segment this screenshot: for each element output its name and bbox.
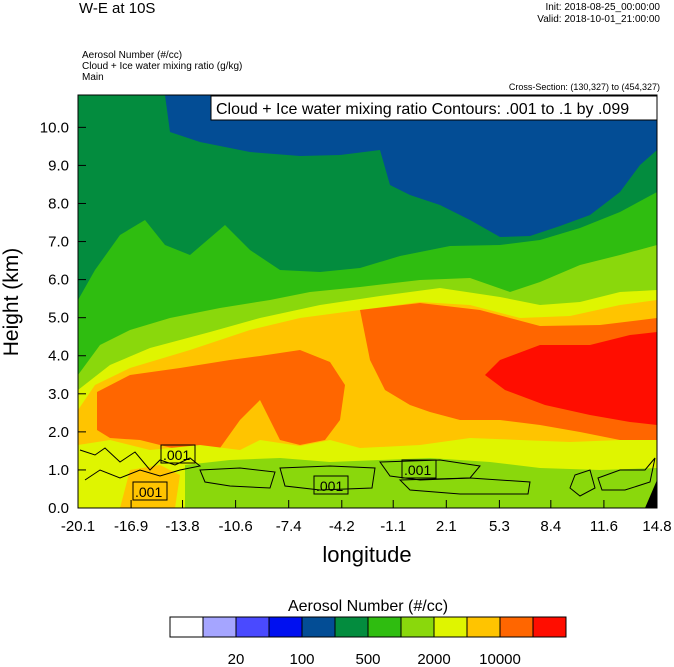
colorbar-swatch [499,616,534,638]
colorbar-swatch [301,616,336,638]
x-tick-label: 2.1 [436,518,457,535]
fill-dark-orange-left [97,350,345,450]
colorbar-swatch [400,616,435,638]
y-axis-label: Height (km) [0,248,23,357]
x-tick-label: -16.9 [114,518,148,535]
colorbar: 20 100 500 2000 10000 [169,616,567,667]
colorbar-label: 10000 [479,651,521,667]
colorbar-swatch [532,616,567,638]
colorbar-label: 500 [355,651,380,667]
fill-corner-black [645,480,657,508]
y-tick-label: 8.0 [48,195,69,212]
fill-lower-orange [120,465,180,508]
y-tick-label: 10.0 [40,119,69,136]
cloud-contours [79,447,656,497]
contour-labels: .001 .001 .001 .001 [132,444,437,501]
x-tick-label: -13.8 [165,518,199,535]
x-tick-label: 5.3 [489,518,510,535]
field-label-cloud: Cloud + Ice water mixing ratio (g/kg) [82,61,243,72]
field-label-aerosol: Aerosol Number (#/cc) [82,50,183,61]
contour-line [79,447,202,481]
fill-red [485,332,657,425]
plot-frame [77,94,658,509]
contour-line [199,467,276,489]
x-tick-label: -20.1 [61,518,95,535]
colorbar-label: 100 [289,651,314,667]
x-tick-label: 8.4 [540,518,561,535]
contour-label: .001 [316,478,343,494]
colorbar-label: 20 [228,651,245,667]
y-tick-label: 2.0 [48,424,69,441]
y-tick-label: 4.0 [48,348,69,365]
contour-line [398,477,531,495]
colorbar-title: Aerosol Number (#/cc) [288,598,448,615]
y-tick-label: 7.0 [48,234,69,251]
colorbar-swatch [334,616,369,638]
contour-line [569,469,596,497]
y-tick-label: 3.0 [48,386,69,403]
cross-section-label: Cross-Section: (130,327) to (454,327) [508,82,660,92]
colorbar-swatch [268,616,303,638]
field-label-main: Main [82,72,104,83]
contour-label: .001 [404,462,431,478]
colorbar-swatch [202,616,237,638]
x-tick-label: -4.2 [329,518,355,535]
x-tick-label: 14.8 [642,518,671,535]
colorbar-swatch [235,616,270,638]
contour-label: .001 [135,484,162,500]
contour-info-box [210,95,658,121]
colorbar-swatch [367,616,402,638]
colorbar-swatch [169,616,204,638]
contour-info: Cloud + Ice water mixing ratio Contours:… [216,101,629,118]
init-time: Init: 2018-08-25_00:00:00 [545,2,660,13]
x-axis-label: longitude [322,542,411,567]
y-tick-label: 5.0 [48,310,69,327]
fill-blue [165,95,657,237]
x-tick-label: -1.1 [380,518,406,535]
y-tick-label: 1.0 [48,462,69,479]
x-tick-label: -7.4 [276,518,302,535]
filled-contours [78,95,657,508]
contour-line [279,465,376,491]
contour-line [597,457,656,491]
y-tick-label: 6.0 [48,272,69,289]
valid-time: Valid: 2018-10-01_21:00:00 [537,14,660,25]
contour-label: .001 [163,447,190,463]
x-tick-label: 11.6 [590,518,618,535]
y-tick-label: 9.0 [48,157,69,174]
x-tick-label: -10.6 [219,518,253,535]
y-tick-label: 0.0 [48,500,69,517]
plot-title: W-E at 10S [79,0,156,17]
fill-lower-light-green [185,458,657,508]
x-axis: -20.1 -16.9 -13.8 -10.6 -7.4 -4.2 -1.1 2.1 5.3 8.… [61,500,672,535]
y-axis: 0.0 1.0 2.0 3.0 4.0 5.0 6.0 7.0 8.0 9.0 10.0 [40,119,86,517]
colorbar-swatch [433,616,468,638]
colorbar-label: 2000 [417,651,450,667]
colorbar-swatch [466,616,501,638]
